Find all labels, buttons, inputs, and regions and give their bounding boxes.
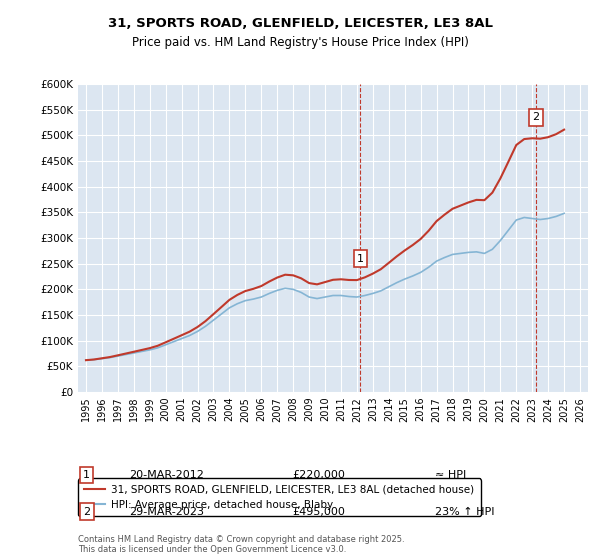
Legend: 31, SPORTS ROAD, GLENFIELD, LEICESTER, LE3 8AL (detached house), HPI: Average pr: 31, SPORTS ROAD, GLENFIELD, LEICESTER, L… [78,478,481,516]
Text: 20-MAR-2012: 20-MAR-2012 [129,470,204,480]
Text: 1: 1 [83,470,90,480]
Text: ≈ HPI: ≈ HPI [435,470,466,480]
Text: £495,000: £495,000 [292,506,345,516]
Text: 31, SPORTS ROAD, GLENFIELD, LEICESTER, LE3 8AL: 31, SPORTS ROAD, GLENFIELD, LEICESTER, L… [107,17,493,30]
Text: Contains HM Land Registry data © Crown copyright and database right 2025.
This d: Contains HM Land Registry data © Crown c… [78,535,404,554]
Text: £220,000: £220,000 [292,470,345,480]
Text: 29-MAR-2023: 29-MAR-2023 [129,506,204,516]
Text: Price paid vs. HM Land Registry's House Price Index (HPI): Price paid vs. HM Land Registry's House … [131,36,469,49]
Text: 2: 2 [83,506,90,516]
Text: 1: 1 [357,254,364,264]
Text: 23% ↑ HPI: 23% ↑ HPI [435,506,494,516]
Text: 2: 2 [532,113,539,123]
